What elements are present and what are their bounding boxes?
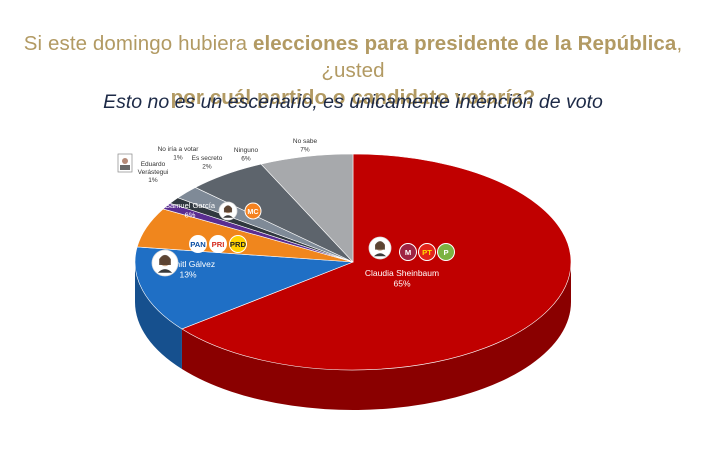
pri-logo-icon: PRI <box>209 235 227 253</box>
label-name: Samuel García <box>165 201 216 210</box>
label-name: No sabe <box>293 138 318 145</box>
svg-text:PRD: PRD <box>230 240 247 249</box>
label-name: Ninguno <box>234 147 259 154</box>
label-value: 2% <box>202 164 212 171</box>
pie-side-claudia-sheinbaum <box>181 262 572 410</box>
label-value: 6% <box>185 211 196 220</box>
label-value: 13% <box>179 270 196 280</box>
label-value: 1% <box>148 177 158 184</box>
prd-logo-icon: PRD <box>229 235 247 253</box>
pan-logo-icon: PAN <box>189 235 207 253</box>
sheinbaum-avatar <box>368 236 392 260</box>
label-name: Es secreto <box>192 155 223 162</box>
chart-title: Si este domingo hubiera elecciones para … <box>0 30 706 111</box>
label-name-line1: Eduardo <box>141 161 166 168</box>
label-name-line2: Verástegui <box>138 169 169 176</box>
title-bold-1: elecciones para presidente de la Repúbli… <box>252 32 677 55</box>
label-no-sabe: No sabe 7% <box>293 138 318 154</box>
label-value: 1% <box>173 155 183 162</box>
pvem-logo-icon: P <box>437 243 455 261</box>
pie-side-xochitl-galvez <box>135 262 182 369</box>
title-bold-2: por cuál partido o candidato votaría? <box>170 86 536 109</box>
chart-subtitle: Esto no es un escenario, es únicamente i… <box>103 91 603 113</box>
pie-slice-xochitl-galvez <box>134 246 354 330</box>
pie-slices <box>134 153 572 371</box>
label-value: 65% <box>393 279 410 289</box>
garcia-avatar <box>218 201 238 221</box>
pie-slice-claudia-sheinbaum <box>181 153 572 371</box>
title-text-1: Si este domingo hubiera <box>23 32 253 55</box>
pie-slice-no-sabe <box>260 153 354 263</box>
galvez-avatar <box>151 249 179 277</box>
svg-text:PAN: PAN <box>190 240 206 249</box>
pie-sides <box>135 262 572 410</box>
pt-logo-icon: PT <box>418 243 436 261</box>
label-name: Xóchitl Gálvez <box>161 259 215 269</box>
svg-text:M: M <box>405 248 411 257</box>
label-name: No iría a votar <box>158 146 200 153</box>
label-es-secreto: Es secreto 2% <box>192 155 223 171</box>
label-value: 6% <box>241 156 251 163</box>
label-name: Claudia Sheinbaum <box>365 268 439 278</box>
label-ninguno: Ninguno 6% <box>234 147 259 163</box>
svg-text:MC: MC <box>247 207 258 216</box>
label-no-iria-a-votar: No iría a votar 1% <box>158 146 200 162</box>
svg-text:PT: PT <box>422 248 432 257</box>
svg-text:P: P <box>443 248 448 257</box>
verastegui-avatar <box>117 153 133 173</box>
svg-text:PRI: PRI <box>212 240 225 249</box>
morena-logo-icon: M <box>399 243 417 261</box>
pie-decor: M PT P PAN PRI PRD MC <box>117 153 455 277</box>
label-value: 7% <box>300 147 310 154</box>
title-text-2: , ¿usted <box>321 32 683 82</box>
mc-logo-icon: MC <box>244 202 262 220</box>
